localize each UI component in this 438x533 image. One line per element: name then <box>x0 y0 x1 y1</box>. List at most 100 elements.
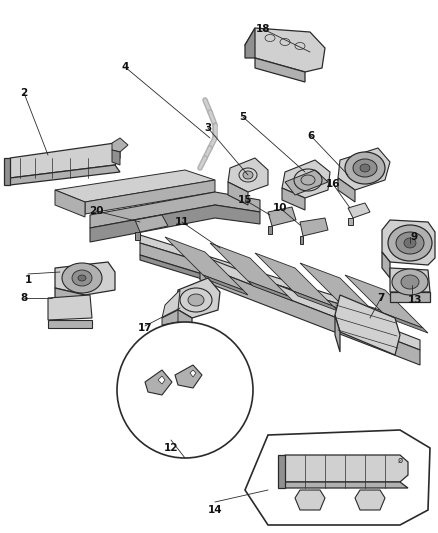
Polygon shape <box>255 58 305 82</box>
Text: 9: 9 <box>410 232 417 242</box>
Polygon shape <box>228 182 248 205</box>
Ellipse shape <box>353 159 377 177</box>
Ellipse shape <box>72 270 92 286</box>
Polygon shape <box>348 218 353 225</box>
Polygon shape <box>282 160 330 198</box>
Ellipse shape <box>78 275 86 281</box>
Polygon shape <box>300 218 328 236</box>
Polygon shape <box>112 138 128 152</box>
Ellipse shape <box>62 263 102 293</box>
Polygon shape <box>135 232 140 240</box>
Polygon shape <box>203 275 248 295</box>
Text: 14: 14 <box>208 505 223 515</box>
Text: 3: 3 <box>205 123 212 133</box>
Text: 12: 12 <box>164 443 178 453</box>
Text: 5: 5 <box>240 112 247 122</box>
Polygon shape <box>285 482 408 488</box>
Text: 7: 7 <box>377 293 385 303</box>
Polygon shape <box>285 455 408 482</box>
Text: 1: 1 <box>25 275 32 285</box>
Polygon shape <box>300 236 303 244</box>
Polygon shape <box>293 291 338 311</box>
Polygon shape <box>4 158 10 185</box>
Polygon shape <box>200 255 420 350</box>
Polygon shape <box>383 313 428 333</box>
Polygon shape <box>228 158 268 192</box>
Polygon shape <box>345 275 423 328</box>
Polygon shape <box>190 370 196 377</box>
Polygon shape <box>390 268 430 292</box>
Polygon shape <box>140 235 385 318</box>
Polygon shape <box>165 237 243 290</box>
Polygon shape <box>245 430 430 525</box>
Polygon shape <box>162 310 178 325</box>
Ellipse shape <box>360 164 370 172</box>
Polygon shape <box>295 490 325 510</box>
Text: 10: 10 <box>273 203 287 213</box>
Polygon shape <box>140 255 385 335</box>
Ellipse shape <box>392 269 428 295</box>
Ellipse shape <box>396 232 424 254</box>
Polygon shape <box>282 188 305 210</box>
Polygon shape <box>135 215 168 232</box>
Polygon shape <box>48 295 92 320</box>
Polygon shape <box>285 170 328 195</box>
Polygon shape <box>335 295 400 355</box>
Polygon shape <box>145 370 172 395</box>
Polygon shape <box>90 205 260 242</box>
Ellipse shape <box>401 275 419 289</box>
Ellipse shape <box>188 294 204 306</box>
Polygon shape <box>55 262 115 295</box>
Polygon shape <box>382 252 390 278</box>
Polygon shape <box>348 203 370 218</box>
Text: 17: 17 <box>138 323 152 333</box>
Polygon shape <box>338 301 383 321</box>
Polygon shape <box>158 376 165 384</box>
Ellipse shape <box>243 171 253 179</box>
Text: 6: 6 <box>307 131 314 141</box>
Polygon shape <box>245 28 255 58</box>
Text: 20: 20 <box>89 206 103 216</box>
Polygon shape <box>10 165 120 185</box>
Polygon shape <box>85 180 215 214</box>
Ellipse shape <box>404 238 416 248</box>
Text: 15: 15 <box>238 195 252 205</box>
Text: 8: 8 <box>21 293 28 303</box>
Text: 13: 13 <box>408 295 422 305</box>
Polygon shape <box>140 243 385 330</box>
Polygon shape <box>300 263 378 316</box>
Polygon shape <box>48 320 92 328</box>
Text: 2: 2 <box>21 88 28 98</box>
Ellipse shape <box>301 175 315 185</box>
Polygon shape <box>162 290 180 318</box>
Polygon shape <box>390 292 430 302</box>
Polygon shape <box>175 308 192 330</box>
Polygon shape <box>55 288 85 308</box>
Polygon shape <box>200 265 420 365</box>
Polygon shape <box>175 278 220 318</box>
Polygon shape <box>268 207 296 226</box>
Text: 18: 18 <box>256 24 270 34</box>
Polygon shape <box>335 315 340 352</box>
Ellipse shape <box>388 225 432 261</box>
Polygon shape <box>255 253 333 306</box>
Text: 16: 16 <box>326 179 340 189</box>
Polygon shape <box>210 243 288 296</box>
Text: ø: ø <box>397 456 403 464</box>
Polygon shape <box>278 455 285 488</box>
Polygon shape <box>268 226 272 234</box>
Ellipse shape <box>345 152 385 184</box>
Polygon shape <box>175 365 202 388</box>
Polygon shape <box>338 178 355 202</box>
Polygon shape <box>355 490 385 510</box>
Polygon shape <box>90 192 260 228</box>
Polygon shape <box>55 170 215 202</box>
Polygon shape <box>338 148 390 190</box>
Polygon shape <box>55 190 85 217</box>
Text: 4: 4 <box>121 62 129 72</box>
Circle shape <box>117 322 253 458</box>
Polygon shape <box>112 150 120 165</box>
Polygon shape <box>248 281 293 301</box>
Polygon shape <box>10 143 120 178</box>
Polygon shape <box>382 220 435 265</box>
